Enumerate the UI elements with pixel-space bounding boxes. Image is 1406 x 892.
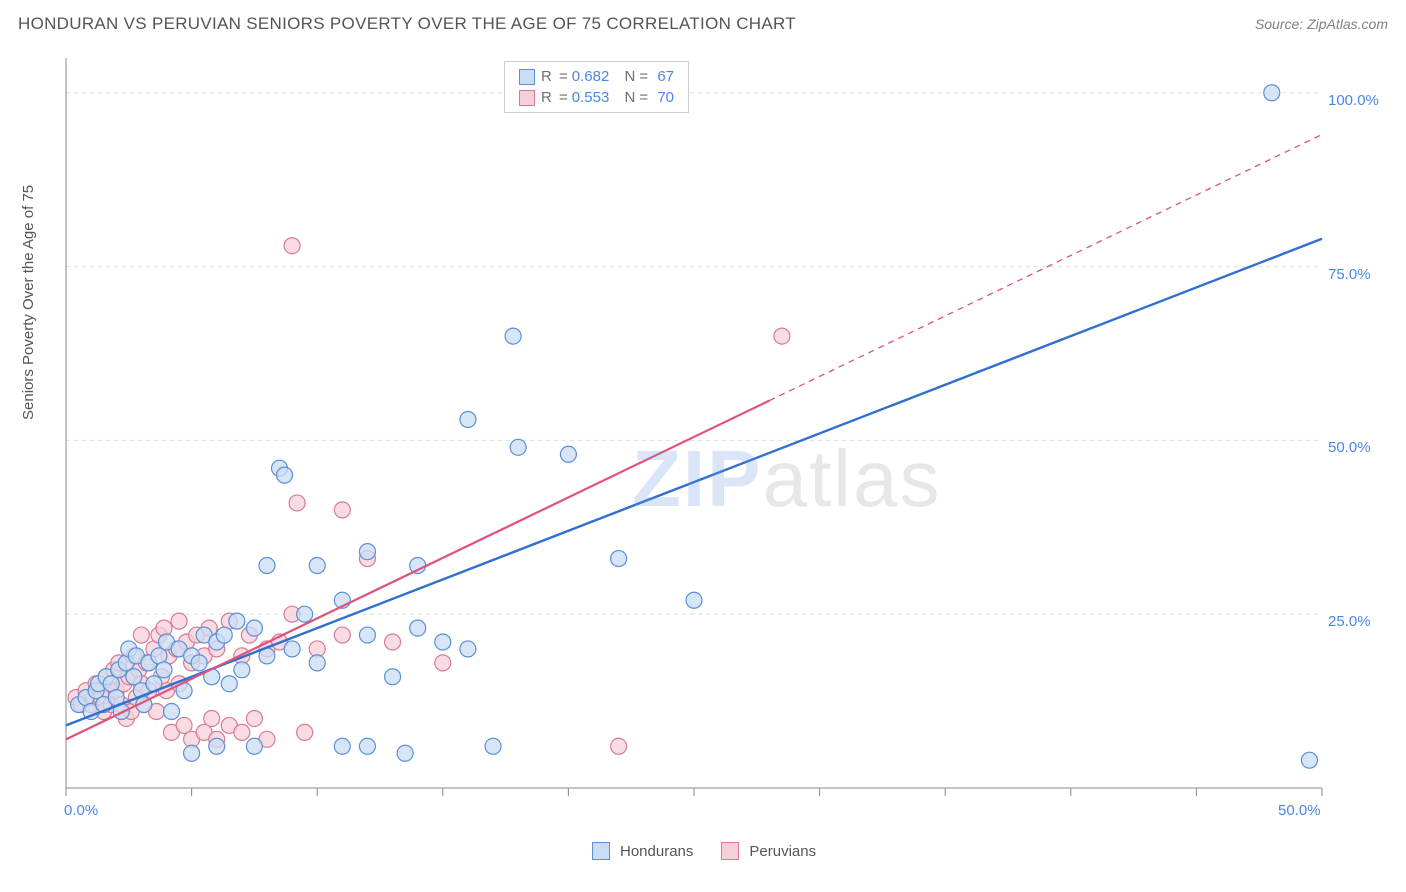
legend-swatch [721,842,739,860]
stat-value-n: 67 [657,68,674,85]
correlation-stats-box: R = 0.682N = 67R = 0.553N = 70 [504,61,689,113]
stat-label-n: N [613,68,635,85]
x-tick-label: 50.0% [1278,802,1321,819]
y-tick-label: 50.0% [1328,439,1371,456]
x-tick-label: 0.0% [64,802,98,819]
y-tick-label: 25.0% [1328,613,1371,630]
y-tick-label: 100.0% [1328,92,1379,109]
source-label: Source: ZipAtlas.com [1255,16,1388,32]
stat-value-r: 0.682 [572,68,610,85]
stat-value-r: 0.553 [572,89,610,106]
legend-label: Peruvians [749,843,816,860]
stat-label-n: N [613,89,635,106]
y-tick-label: 75.0% [1328,266,1371,283]
legend-swatch [519,69,535,85]
legend-label: Hondurans [620,843,693,860]
legend-swatch [519,90,535,106]
stat-label-r: R [541,68,555,85]
legend-swatch [592,842,610,860]
y-axis-label: Seniors Poverty Over the Age of 75 [20,185,37,420]
series-legend: Hondurans Peruvians [592,842,834,860]
scatter-plot-svg [62,58,1382,818]
chart-title: HONDURAN VS PERUVIAN SENIORS POVERTY OVE… [18,14,796,34]
chart-plot-area: ZIPatlas R = 0.682N = 67R = 0.553N = 70 … [62,58,1382,818]
chart-header: HONDURAN VS PERUVIAN SENIORS POVERTY OVE… [18,14,1388,34]
stat-value-n: 70 [657,89,674,106]
stat-label-r: R [541,89,555,106]
